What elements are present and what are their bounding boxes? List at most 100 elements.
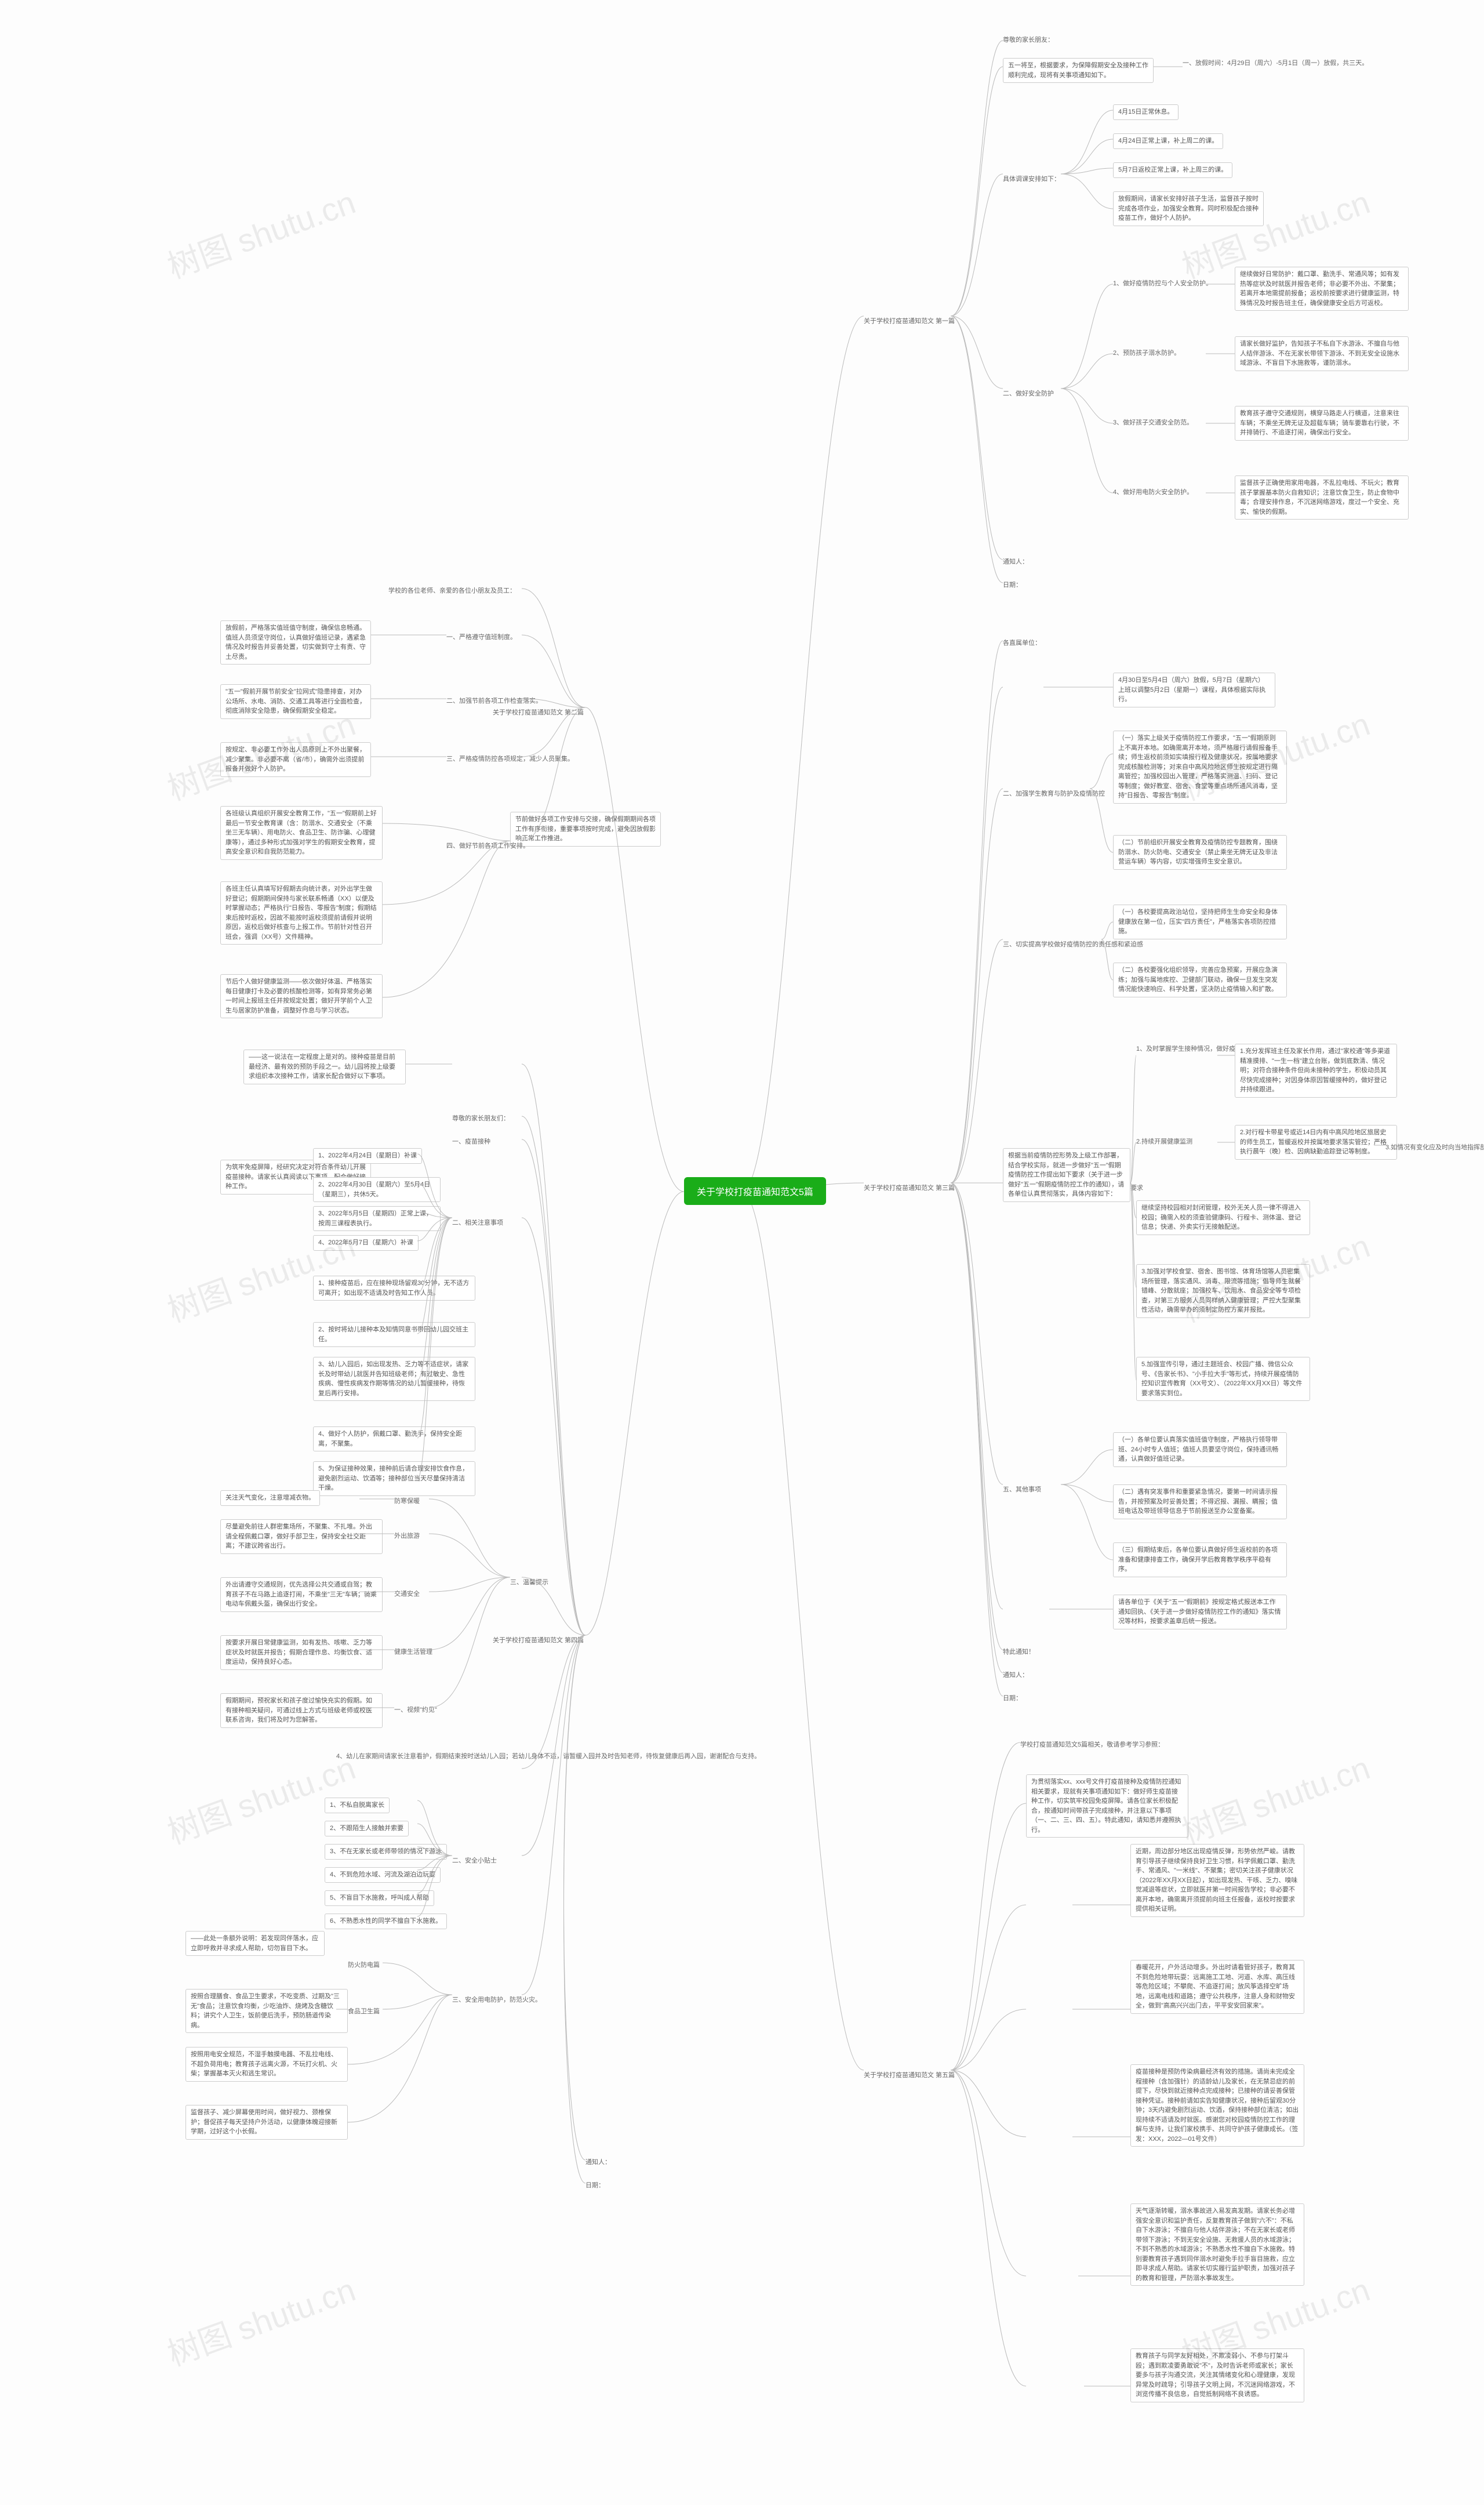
mindmap-node: （三）假期结束后，各单位要认真做好师生返校前的各项准备和健康排查工作，确保开学后…	[1113, 1542, 1287, 1577]
mindmap-label: 3、做好孩子交通安全防范。	[1113, 418, 1193, 427]
mindmap-label: 2.持续开展健康监测	[1136, 1137, 1192, 1146]
mindmap-node: （一）各单位要认真落实值班值守制度，严格执行领导带班、24小时专人值班；值班人员…	[1113, 1432, 1287, 1467]
mindmap-node: （二）各校要强化组织领导，完善应急预案，开展应急演练；加强与属地疾控、卫健部门联…	[1113, 963, 1287, 997]
mindmap-label: 一、疫苗接种	[452, 1137, 490, 1146]
mindmap-node: 按照合理膳食、食品卫生要求，不吃变质、过期及"三无"食品；注意饮食均衡，少吃油炸…	[186, 1989, 348, 2033]
mindmap-label: 防寒保暖	[394, 1496, 420, 1505]
mindmap-node: （二）遇有突发事件和重要紧急情况，要第一时间请示报告，并按预案及时妥善处置；不得…	[1113, 1484, 1287, 1519]
mindmap-label: 一、放假时间：4月29日（周六）-5月1日（周一）放假，共三天。	[1183, 58, 1368, 67]
mindmap-label: 日期：	[1003, 580, 1022, 589]
mindmap-label: 关于学校打疫苗通知范文 第一篇	[864, 316, 955, 325]
mindmap-node: 近期，周边部分地区出现疫情反弹，形势依然严峻。请教育引导孩子继续保持良好卫生习惯…	[1130, 1844, 1304, 1917]
mindmap-node: ——这一说法在一定程度上是对的。接种疫苗是目前最经济、最有效的预防手段之一。幼儿…	[243, 1050, 406, 1084]
mindmap-label: 二、安全小贴士	[452, 1856, 497, 1865]
mindmap-node: 疫苗接种是预防传染病最经济有效的措施。请尚未完成全程接种（含加强针）的适龄幼儿及…	[1130, 2064, 1304, 2147]
mindmap-node: 1、不私自脱离家长	[325, 1798, 390, 1813]
mindmap-node: 4、2022年5月7日（星期六）补课	[313, 1235, 419, 1251]
mindmap-label: 二、做好安全防护	[1003, 389, 1054, 398]
mindmap-node: （一）落实上级关于疫情防控工作要求，"五一"假期原则上不离开本地。如确需离开本地…	[1113, 731, 1287, 804]
mindmap-node: 教育孩子遵守交通规则，横穿马路走人行横道，注意来往车辆；不乘坐无牌无证及超载车辆…	[1235, 406, 1409, 441]
mindmap-node: 各班级认真组织开展安全教育工作，"五一"假期前上好最后一节安全教育课（含：防溺水…	[220, 806, 383, 860]
mindmap-node: 1.充分发挥班主任及家长作用，通过"家校通"等多渠道精准摸排、"一生一档"建立台…	[1235, 1044, 1397, 1098]
mindmap-label: 三、温馨提示	[510, 1577, 548, 1587]
mindmap-node: 请各单位于《关于"五一"假期前》按规定格式报送本工作通知回执、《关于进一步做好疫…	[1113, 1595, 1287, 1629]
mindmap-node: 4月24日正常上课，补上周二的课。	[1113, 133, 1223, 149]
mindmap-label: 日期：	[585, 2180, 605, 2190]
mindmap-node: 按要求开展日常健康监测，如有发热、咳嗽、乏力等症状及时就医并报告；假期合理作息、…	[220, 1635, 383, 1670]
mindmap-node: 2、2022年4月30日（星期六）至5月4日（星期三），共休5天。	[313, 1177, 441, 1202]
mindmap-node: 按规定、非必要工作外出人员原则上不外出聚餐，减少聚集。非必要不离（省/市），确需…	[220, 742, 371, 777]
mindmap-node: 监督孩子正确使用家用电器，不乱拉电线、不玩火；教育孩子掌握基本防火自救知识；注意…	[1235, 475, 1409, 520]
mindmap-node: 2、不跟陌生人接触并索要	[325, 1821, 409, 1836]
mindmap-node: 4、做好个人防护，佩戴口罩、勤洗手，保持安全距离，不聚集。	[313, 1426, 475, 1451]
mindmap-node: 4、不到危险水域、河流及湖泊边玩耍	[325, 1867, 441, 1883]
mindmap-label: 关于学校打疫苗通知范文 第五篇	[864, 2070, 955, 2079]
mindmap-node: 五一将至，根据要求，为保障假期安全及接种工作顺利完成，现将有关事项通知如下。	[1003, 58, 1154, 83]
watermark: 树图 shutu.cn	[160, 2264, 361, 2375]
mindmap-node: 放假期间，请家长安排好孩子生活，监督孩子按时完成各项作业，加强安全教育。同时积极…	[1113, 191, 1264, 226]
root-node: 关于学校打疫苗通知范文5篇	[684, 1177, 826, 1205]
mindmap-label: 防火防电篇	[348, 1960, 380, 1969]
mindmap-label: 三、严格疫情防控各项规定，减少人员聚集。	[446, 754, 574, 763]
mindmap-node: "五一"假前开展节前安全"拉网式"隐患排查，对办公场所、水电、消防、交通工具等进…	[220, 684, 371, 719]
mindmap-node: （一）各校要提高政治站位，坚持把师生生命安全和身体健康放在第一位，压实"四方责任…	[1113, 905, 1287, 939]
watermark: 树图 shutu.cn	[1174, 1742, 1376, 1853]
mindmap-label: 关于学校打疫苗通知范文 第四篇	[493, 1635, 584, 1644]
mindmap-node: 5月7日返校正常上课，补上周三的课。	[1113, 162, 1232, 178]
mindmap-node: 假期期间，预祝家长和孩子度过愉快充实的假期。如有接种相关疑问，可通过线上方式与班…	[220, 1693, 383, 1728]
mindmap-label: 交通安全	[394, 1589, 420, 1598]
mindmap-label: 二、加强学生教育与防护及疫情防控	[1003, 789, 1105, 798]
mindmap-node: 尽量避免前往人群密集场所，不聚集、不扎堆。外出请全程佩戴口罩，做好手部卫生，保持…	[220, 1519, 383, 1554]
mindmap-node: 按照用电安全规范，不湿手触摸电器、不乱拉电线、不超负荷用电；教育孩子远离火源，不…	[186, 2047, 348, 2082]
mindmap-label: 四、做好节前各项工作安排。	[446, 841, 529, 850]
mindmap-node: 春暖花开，户外活动增多。外出时请看管好孩子，教育其不到危险地带玩耍：远离施工工地…	[1130, 1960, 1304, 2014]
mindmap-label: 4、做好用电防火安全防护。	[1113, 487, 1193, 496]
mindmap-label: 学校的各位老师、亲爱的各位小朋友及员工：	[388, 586, 516, 595]
mindmap-label: 具体调课安排如下：	[1003, 174, 1060, 183]
mindmap-node: 继续坚持校园相对封闭管理，校外无关人员一律不得进入校园；确需入校的须查验健康码、…	[1136, 1200, 1310, 1235]
mindmap-node: 放假前，严格落实值班值守制度，确保信息畅通。值班人员须坚守岗位，认真做好值班记录…	[220, 620, 371, 665]
mindmap-label: 4、幼儿在家期间请家长注意看护，假期结束按时送幼儿入园；若幼儿身体不适，请暂缓入…	[336, 1751, 761, 1760]
mindmap-node: 节后个人做好健康监测——依次做好体温、严格落实每日健康打卡及必要的核酸检测等，如…	[220, 974, 383, 1018]
mindmap-node: 2、按时将幼儿接种本及知情同意书带回幼儿园交班主任。	[313, 1322, 475, 1347]
mindmap-node: 外出请遵守交通规则，优先选择公共交通或自驾；教育孩子不在马路上追逐打闹，不乘坐"…	[220, 1577, 383, 1612]
mindmap-node: 节前做好各项工作安排与交接，确保假期期间各项工作有序衔接，重要事项按时完成，避免…	[510, 812, 661, 847]
mindmap-label: 2、预防孩子溺水防护。	[1113, 348, 1180, 357]
mindmap-label: 尊敬的家长朋友们：	[452, 1113, 510, 1123]
mindmap-node: 5、为保证接种效果，接种前后请合理安排饮食作息，避免剧烈运动、饮酒等；接种部位当…	[313, 1461, 475, 1496]
mindmap-label: 3.如情况有变化应及时向当地指挥部报告并按要求处置。	[1385, 1142, 1484, 1152]
mindmap-label: 1、做好疫情防控与个人安全防护。	[1113, 278, 1212, 288]
mindmap-label: 日期：	[1003, 1693, 1022, 1702]
mindmap-node: 3.加强对学校食堂、宿舍、图书馆、体育场馆等人员密集场所管理，落实通风、消毒、限…	[1136, 1264, 1310, 1318]
mindmap-node: （二）节前组织开展安全教育及疫情防控专题教育，围绕防溺水、防火防电、交通安全（禁…	[1113, 835, 1287, 870]
mindmap-node: 继续做好日常防护：戴口罩、勤洗手、常通风等；如有发热等症状及时就医并报告老师；非…	[1235, 267, 1409, 311]
watermark: 树图 shutu.cn	[160, 176, 361, 288]
mindmap-label: 通知人：	[1003, 557, 1028, 566]
mindmap-node: 教育孩子与同学友好相处，不欺凌弱小、不参与打架斗殴；遇到欺凌要勇敢说"不"，及时…	[1130, 2348, 1304, 2402]
mindmap-node: 为贯彻落实xx、xxx号文件打疫苗接种及疫情防控通知相关要求，现就有关事项通知如…	[1026, 1774, 1188, 1838]
mindmap-label: 食品卫生篇	[348, 2006, 380, 2016]
mindmap-label: 三、安全用电防护，防范火灾。	[452, 1995, 541, 2004]
mindmap-label: 外出旅游	[394, 1531, 420, 1540]
mindmap-node: 3、幼儿入园后，如出现发热、乏力等不适症状，请家长及时带幼儿就医并告知班级老师；…	[313, 1357, 475, 1401]
mindmap-node: 关注天气变化，注意增减衣物。	[220, 1490, 320, 1506]
mindmap-node: ——此处一条额外说明：若发现同伴落水，应立即呼救并寻求成人帮助，切勿盲目下水。	[186, 1931, 325, 1956]
mindmap-node: 5.加强宣传引导，通过主题班会、校园广播、微信公众号、《告家长书》、"小手拉大手…	[1136, 1357, 1310, 1401]
mindmap-label: 关于学校打疫苗通知范文 第三篇	[864, 1183, 955, 1192]
mindmap-node: 天气逐渐转暖，溺水事故进入易发高发期。请家长务必增强安全意识和监护责任，反复教育…	[1130, 2203, 1304, 2286]
mindmap-label: 二、相关注意事项	[452, 1218, 503, 1227]
mindmap-label: 健康生活管理	[394, 1647, 432, 1656]
mindmap-node: 6、不熟悉水性的同学不擅自下水施救。	[325, 1914, 447, 1929]
mindmap-label: 五、其他事项	[1003, 1484, 1041, 1494]
mindmap-node: 4月30日至5月4日（周六）放假，5月7日（星期六）上班以调整5月2日（星期一）…	[1113, 673, 1275, 707]
mindmap-node: 2.对行程卡带星号或近14日内有中高风险地区旅居史的师生员工，暂缓返校并按属地要…	[1235, 1125, 1397, 1160]
mindmap-label: 各直属单位：	[1003, 638, 1041, 647]
mindmap-node: 3、2022年5月5日（星期四）正常上课，按周三课程表执行。	[313, 1206, 441, 1231]
mindmap-node: 根据当前疫情防控形势及上级工作部署，结合学校实际，就进一步做好"五一"假期疫情防…	[1003, 1148, 1130, 1202]
mindmap-label: 通知人：	[585, 2157, 611, 2166]
mindmap-node: 监督孩子、减少屏幕使用时间，做好视力、颈椎保护；督促孩子每天坚持户外活动，以健康…	[186, 2105, 348, 2140]
mindmap-node: 1、2022年4月24日（星期日）补课	[313, 1148, 422, 1164]
mindmap-label: 一、严格遵守值班制度。	[446, 632, 517, 641]
mindmap-node: 1、接种疫苗后，应在接种现场留观30分钟，无不适方可离开；如出现不适请及时告知工…	[313, 1276, 475, 1301]
mindmap-label: 学校打疫苗通知范文5篇相关，敬请参考学习参照：	[1020, 1740, 1164, 1749]
